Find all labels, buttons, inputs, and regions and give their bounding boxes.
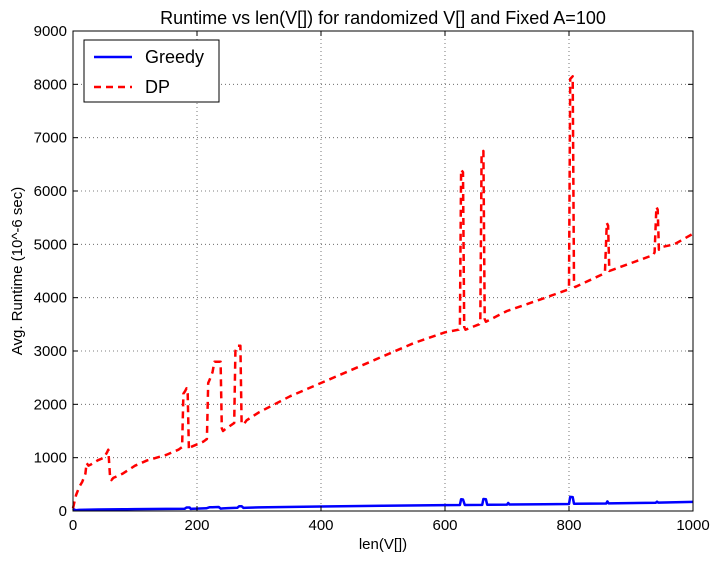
legend: Greedy DP <box>83 39 220 103</box>
x-tick-label: 0 <box>69 517 77 534</box>
y-tick-label: 5000 <box>34 236 67 253</box>
series-line-dp <box>71 75 694 509</box>
x-tick-label: 200 <box>184 517 209 534</box>
x-axis-label: len(V[]) <box>359 536 407 553</box>
series-line-greedy <box>72 495 694 512</box>
x-tick-label: 400 <box>308 517 333 534</box>
y-tick-label: 2000 <box>34 396 67 413</box>
tick-layer: 0 200 400 600 800 1000 0 1000 2000 3000 4000 5000 60… <box>34 23 710 534</box>
y-tick-label: 3000 <box>34 343 67 360</box>
x-tick-label: 800 <box>556 517 581 534</box>
legend-label-greedy: Greedy <box>145 47 204 67</box>
y-tick-label: 1000 <box>34 450 67 467</box>
series-layer <box>71 75 694 512</box>
plot-frame <box>72 30 694 512</box>
chart-title: Runtime vs len(V[]) for randomized V[] a… <box>160 8 606 28</box>
y-tick-label: 6000 <box>34 183 67 200</box>
y-tick-label: 4000 <box>34 290 67 307</box>
y-axis-label: Avg. Runtime (10^-6 sec) <box>9 187 26 356</box>
x-tick-label: 1000 <box>676 517 709 534</box>
y-tick-label: 9000 <box>34 23 67 40</box>
legend-box <box>83 39 220 103</box>
x-tick-label: 600 <box>432 517 457 534</box>
y-tick-label: 0 <box>59 503 67 520</box>
grid-layer <box>73 31 693 511</box>
legend-label-dp: DP <box>145 77 170 97</box>
y-tick-label: 8000 <box>34 76 67 93</box>
y-tick-label: 7000 <box>34 130 67 147</box>
